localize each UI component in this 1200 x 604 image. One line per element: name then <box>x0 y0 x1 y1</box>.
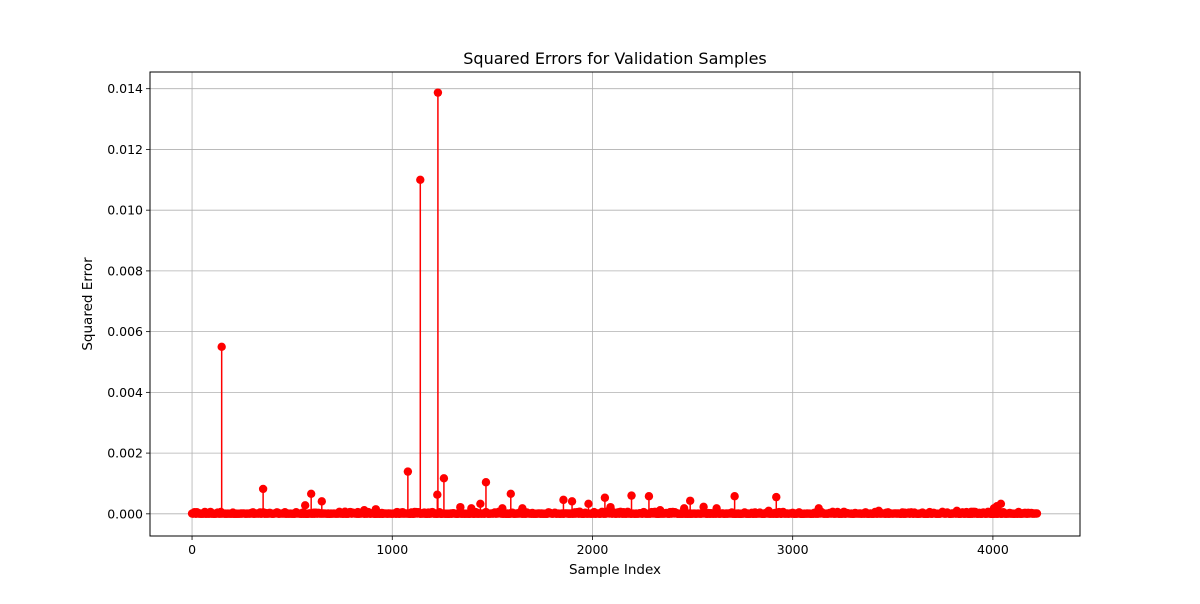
y-tick-label: 0.004 <box>107 385 143 400</box>
data-point <box>476 499 485 509</box>
data-point <box>258 484 268 494</box>
x-tick-label: 3000 <box>777 542 809 557</box>
y-tick-label: 0.002 <box>107 446 143 461</box>
x-axis-label: Sample Index <box>569 562 661 578</box>
y-tick-label: 0.012 <box>107 142 143 157</box>
data-point <box>627 491 636 500</box>
x-tick-label: 2000 <box>577 542 609 557</box>
data-point <box>679 504 689 513</box>
data-point <box>567 497 577 506</box>
data-point <box>217 342 226 352</box>
data-point <box>300 501 310 510</box>
data-point <box>559 495 568 505</box>
markers <box>187 88 1042 519</box>
y-tick-label: 0.000 <box>107 506 143 521</box>
y-axis-ticks: 0.000 0.002 0.004 0.006 0.008 0.010 0.012 0.014 <box>107 81 150 521</box>
x-tick-label: 0 <box>188 542 196 557</box>
plot-area <box>150 72 1080 536</box>
data-point <box>644 492 654 501</box>
data-point <box>685 496 695 505</box>
data-point <box>360 505 369 515</box>
data-point <box>403 467 413 476</box>
data-point <box>317 497 326 506</box>
data-point <box>1032 509 1042 518</box>
data-point <box>433 88 443 97</box>
data-point <box>764 506 773 515</box>
grid <box>150 72 1080 536</box>
data-point <box>416 175 425 185</box>
y-tick-label: 0.010 <box>107 203 143 218</box>
data-point <box>772 492 781 502</box>
data-point <box>874 506 883 515</box>
data-point <box>584 499 593 509</box>
data-point <box>506 489 515 498</box>
data-point <box>456 502 465 512</box>
chart-title: Squared Errors for Validation Samples <box>463 49 767 68</box>
plot-frame <box>149 71 1081 537</box>
y-tick-label: 0.014 <box>107 81 143 96</box>
data-point <box>996 499 1006 509</box>
data-point <box>600 493 610 502</box>
data-point <box>518 504 527 513</box>
data-point <box>655 505 665 515</box>
data-point <box>952 506 962 515</box>
data-point <box>467 504 476 513</box>
data-point <box>712 504 721 513</box>
y-tick-label: 0.008 <box>107 263 143 278</box>
data-point <box>439 474 449 483</box>
data-point <box>481 478 491 487</box>
data-point <box>606 502 615 512</box>
x-tick-label: 4000 <box>977 542 1009 557</box>
data-point <box>699 502 708 512</box>
data-point <box>371 505 381 514</box>
x-tick-label: 1000 <box>376 542 408 557</box>
y-axis-label: Squared Error <box>80 257 96 351</box>
data-point <box>730 492 739 501</box>
data-point <box>814 504 823 513</box>
y-tick-label: 0.006 <box>107 324 143 339</box>
data-point <box>498 504 507 513</box>
x-axis-ticks: 0 1000 2000 3000 4000 <box>188 536 1009 557</box>
data-point <box>433 490 442 499</box>
data-point <box>306 489 316 498</box>
